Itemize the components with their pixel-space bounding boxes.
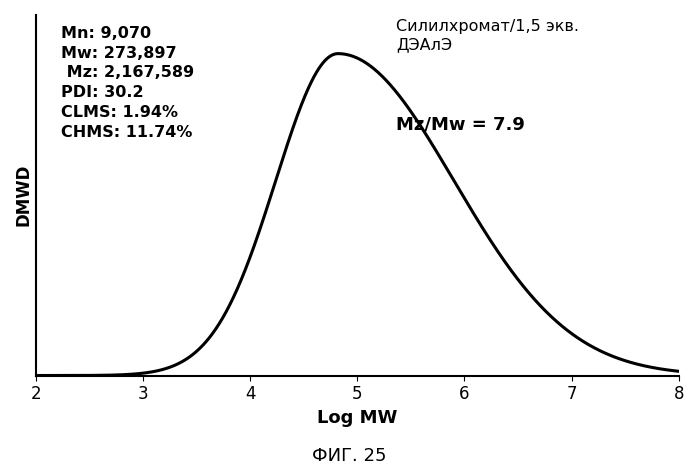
Text: Силилхромат/1,5 экв.
ДЭАлЭ: Силилхромат/1,5 экв. ДЭАлЭ: [396, 19, 579, 52]
Text: Mn: 9,070
Mw: 273,897
 Mz: 2,167,589
PDI: 30.2
CLMS: 1.94%
CHMS: 11.74%: Mn: 9,070 Mw: 273,897 Mz: 2,167,589 PDI:…: [62, 26, 194, 140]
Text: Mz/Mw = 7.9: Mz/Mw = 7.9: [396, 116, 525, 134]
X-axis label: Log MW: Log MW: [317, 409, 398, 427]
Y-axis label: DMWD: DMWD: [15, 164, 33, 227]
Text: ФИГ. 25: ФИГ. 25: [312, 447, 387, 465]
